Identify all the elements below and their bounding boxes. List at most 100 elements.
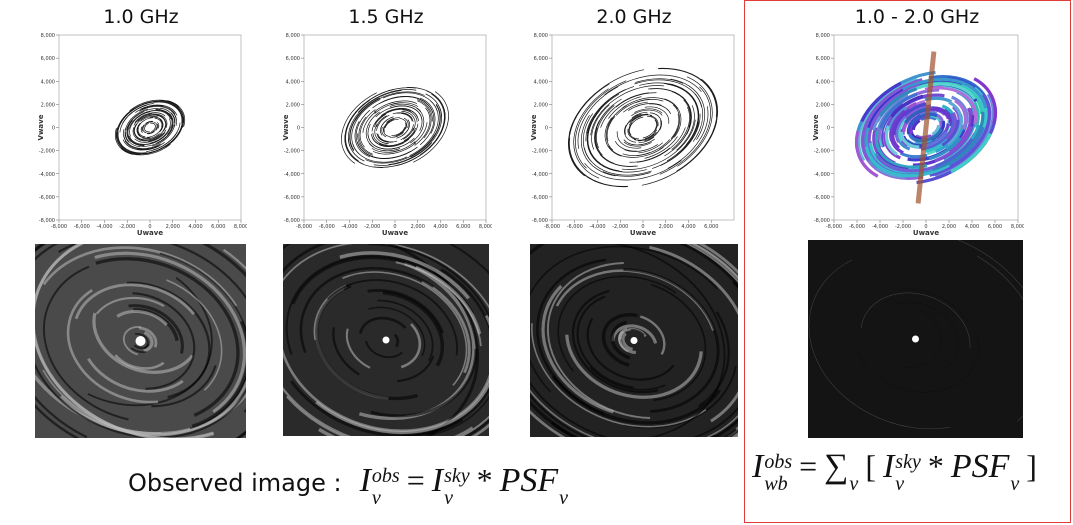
uv-track — [377, 135, 398, 143]
uv-track — [358, 116, 373, 155]
psf-ripple — [132, 292, 196, 390]
psf-ripple — [621, 332, 634, 351]
psf-ripple — [651, 283, 707, 402]
uv-track — [129, 99, 180, 112]
uv-track — [170, 112, 176, 128]
psf-ripple — [550, 284, 738, 437]
uv-track — [125, 131, 141, 148]
plot-frame — [58, 34, 242, 221]
uv-track — [586, 86, 635, 134]
x-tick-label: 6,000 — [988, 224, 1002, 230]
y-tick-label: 4,000 — [286, 79, 300, 85]
uv-track — [355, 109, 370, 154]
uv-track — [879, 102, 904, 148]
psf-ripple — [565, 334, 703, 399]
subscript: ν — [444, 487, 453, 510]
uv-track — [628, 122, 640, 140]
uv-track — [584, 147, 652, 176]
uv-track — [344, 88, 394, 145]
uv-track — [139, 124, 174, 147]
uv-track — [154, 117, 163, 128]
uv-track — [352, 143, 408, 163]
psf-ripple — [94, 251, 246, 414]
psf-ripple — [601, 244, 726, 437]
subscript: ν — [1010, 473, 1020, 496]
uv-track — [635, 99, 664, 103]
psf-ripple — [530, 277, 738, 437]
y-axis-label: Vwave — [282, 114, 290, 140]
psf-ripple — [299, 266, 434, 354]
uv-track — [878, 87, 918, 117]
x-tick-label: 2,000 — [659, 224, 673, 230]
uv-track — [132, 127, 137, 139]
psf-ripple — [315, 284, 418, 401]
psf-ripple — [365, 340, 403, 359]
uv-track — [403, 117, 409, 129]
psf-ripple — [868, 240, 1023, 422]
uv-track — [892, 108, 911, 136]
uv-track — [599, 154, 638, 167]
uv-track — [410, 104, 441, 158]
psf-ripple — [283, 315, 489, 432]
psf-ripple — [166, 279, 223, 391]
y-tick-label: 4,000 — [41, 79, 55, 85]
uv-track — [163, 116, 168, 128]
symbol: I — [359, 462, 371, 499]
uv-track — [604, 74, 702, 96]
uv-track — [147, 131, 155, 135]
uv-track — [129, 135, 157, 145]
x-tick-label: -6,000 — [319, 224, 335, 230]
superscript: sky — [895, 451, 921, 474]
uv-track — [644, 136, 678, 159]
x-tick-label: 0 — [148, 224, 151, 230]
uv-track — [383, 118, 395, 133]
uv-track — [946, 100, 963, 146]
y-tick-label: 6,000 — [816, 56, 830, 62]
uv-track — [349, 97, 380, 151]
operator: = — [406, 462, 425, 498]
uv-track — [376, 114, 390, 131]
y-tick-label: 2,000 — [816, 102, 830, 108]
uv-track — [932, 111, 985, 172]
x-tick-label: 0 — [924, 224, 927, 230]
uv-track — [945, 112, 958, 141]
uv-track — [373, 100, 418, 113]
x-tick-label: 2,000 — [411, 224, 425, 230]
psf-ripple — [393, 333, 400, 348]
y-tick-label: 0 — [545, 126, 548, 132]
uv-track — [600, 92, 649, 128]
uv-track — [417, 100, 432, 139]
plot-frame — [551, 34, 735, 221]
uv-track — [150, 122, 156, 125]
uv-track — [155, 108, 173, 120]
uv-track — [388, 141, 416, 153]
y-tick-label: 2,000 — [41, 102, 55, 108]
uv-track — [379, 142, 404, 147]
x-tick-label: 8,000 — [479, 224, 492, 230]
uv-track — [159, 107, 175, 124]
psf-ripple — [283, 382, 474, 436]
y-tick-label: -2,000 — [532, 149, 548, 155]
uv-track — [911, 119, 921, 131]
psf-ripple — [630, 328, 645, 336]
uv-track — [137, 127, 146, 138]
uv-track — [133, 113, 153, 126]
psf-ripple — [92, 312, 194, 374]
uv-track — [382, 137, 415, 150]
uv-track — [414, 107, 431, 146]
uv-track — [384, 119, 399, 128]
psf-ripple — [95, 257, 240, 417]
operator: = — [799, 448, 818, 484]
uv-track — [646, 115, 658, 133]
psf-ripple — [551, 374, 721, 425]
uv-track — [153, 121, 158, 130]
x-tick-label: -2,000 — [895, 224, 911, 230]
psf-sidelobes — [530, 244, 738, 437]
psf-ripple — [377, 299, 434, 362]
x-tick-label: -4,000 — [872, 224, 888, 230]
uv-track — [932, 106, 952, 124]
psf-ripple — [57, 244, 246, 413]
uv-track — [410, 107, 425, 144]
